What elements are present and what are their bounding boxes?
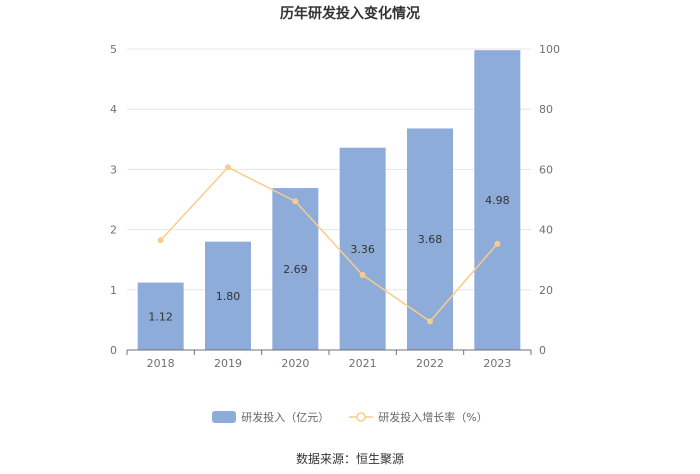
bar (339, 147, 386, 350)
bar (407, 128, 453, 350)
x-tick-label: 2020 (281, 357, 309, 370)
y-left-tick-label: 1 (110, 284, 117, 297)
legend-item-bar[interactable]: 研发投入（亿元） (212, 409, 329, 425)
bar-value-label: 1.12 (148, 310, 173, 323)
x-tick-label: 2021 (349, 357, 377, 370)
y-right-tick-label: 20 (539, 284, 553, 297)
bar-layer: 1.12 1.80 2.69 3.36 3.68 4.98 (137, 50, 521, 350)
y-left-tick-label: 5 (110, 43, 117, 56)
y-right-tick-label: 60 (539, 163, 553, 176)
legend: 研发投入（亿元） 研发投入增长率（%） (0, 409, 700, 425)
x-tick-label: 2023 (483, 357, 511, 370)
growth-line (160, 166, 498, 323)
growth-point (225, 164, 231, 171)
bar-value-label: 3.36 (350, 243, 375, 256)
y-left-tick-label: 3 (110, 163, 117, 176)
bar (474, 50, 521, 350)
bar-value-label: 4.98 (485, 194, 510, 207)
legend-line-swatch (349, 412, 374, 422)
bar-value-label: 2.69 (283, 263, 308, 276)
y-right-tick-label: 0 (539, 344, 546, 357)
legend-bar-swatch (212, 411, 237, 423)
legend-item-line[interactable]: 研发投入增长率（%） (349, 409, 488, 425)
growth-point (494, 240, 501, 247)
x-tick-label: 2018 (147, 357, 175, 370)
bar (272, 188, 319, 350)
y-left-tick-label: 0 (110, 344, 117, 357)
y-left-tick-label: 2 (110, 224, 117, 237)
bar-value-label: 1.80 (216, 290, 241, 303)
y-right-tick-label: 100 (539, 43, 560, 56)
x-tick-label: 2019 (214, 357, 242, 370)
grid-layer (127, 48, 531, 291)
source-note: 数据来源：恒生聚源 (295, 452, 404, 466)
growth-point (359, 272, 366, 279)
growth-point (292, 198, 299, 205)
bar (205, 241, 251, 350)
growth-point (427, 318, 433, 325)
x-tick-label: 2022 (416, 357, 444, 370)
growth-point (157, 237, 164, 244)
y-right-tick-label: 40 (539, 224, 553, 237)
y-left-tick-label: 4 (110, 103, 117, 116)
legend-line-label: 研发投入增长率（%） (378, 411, 488, 424)
chart-title: 历年研发投入变化情况 (280, 6, 420, 22)
y-right-tick-label: 80 (539, 103, 553, 116)
bar-value-label: 3.68 (418, 233, 443, 246)
legend-bar-label: 研发投入（亿元） (241, 411, 330, 424)
line-layer (157, 164, 501, 325)
axis-layer: 0 1 2 3 4 5 0 20 40 60 80 100 2018 2019 2020 2021 2022 20… (110, 43, 560, 370)
bar (137, 282, 184, 350)
